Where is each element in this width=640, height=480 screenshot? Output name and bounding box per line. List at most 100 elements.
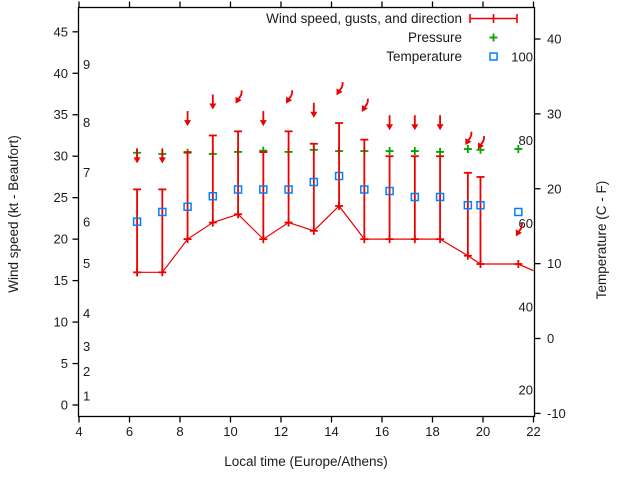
arrow-head xyxy=(235,95,242,104)
arrow-head xyxy=(184,120,192,127)
beaufort-scale-labels: 1 2 3 4 5 6 7 8 9 xyxy=(83,57,90,404)
arrow-head xyxy=(361,105,368,112)
wind-direction-arrow xyxy=(133,148,141,164)
legend-entry-temperature: Temperature xyxy=(386,49,498,64)
temperature-point xyxy=(132,217,142,226)
wind-direction-arrow xyxy=(158,148,166,164)
wind-direction-arrow xyxy=(411,115,419,131)
pressure-scale-label: 80 xyxy=(519,133,533,148)
wind-direction-arrow xyxy=(386,115,394,131)
wind-direction-arrow xyxy=(465,131,473,146)
legend: Wind speed, gusts, and direction Pressure… xyxy=(266,11,518,64)
arrow-head xyxy=(336,87,343,96)
temp-tick-label: -10 xyxy=(547,406,566,421)
legend-label: Wind speed, gusts, and direction xyxy=(266,11,462,26)
wind-tick-label: 45 xyxy=(54,24,68,39)
wind-direction-arrow xyxy=(259,111,267,127)
arrow-head xyxy=(411,124,419,131)
wind-direction-arrow xyxy=(336,81,344,96)
temperature-point xyxy=(435,192,445,202)
arrow-head xyxy=(158,157,166,164)
arrow-head xyxy=(133,157,141,164)
temperature-point xyxy=(183,202,192,211)
temperature-point xyxy=(410,192,420,202)
temperature-point xyxy=(385,186,394,196)
wind-series xyxy=(133,122,534,277)
wind-direction-arrow xyxy=(235,90,243,104)
arrow-head xyxy=(235,96,242,104)
arrow-head xyxy=(436,124,444,131)
x-tick-label: 18 xyxy=(425,424,439,439)
right-axis-ticks: -10 0 10 20 30 40 xyxy=(534,32,566,421)
x-axis-title: Local time (Europe/Athens) xyxy=(224,454,388,469)
wind-direction-arrow xyxy=(286,90,294,104)
arrow-head xyxy=(477,141,485,150)
legend-square-sample xyxy=(489,52,498,61)
arrow-head xyxy=(386,124,394,131)
temperature-point xyxy=(208,191,218,201)
x-tick-label: 10 xyxy=(223,424,237,439)
wind-tick-label: 0 xyxy=(61,398,68,413)
temperature-point xyxy=(259,185,268,194)
right-axis-title: Temperature (C - F) xyxy=(594,181,609,300)
beaufort-label: 6 xyxy=(83,215,90,230)
pressure-scale-label: 20 xyxy=(519,383,533,398)
x-tick-label: 4 xyxy=(75,424,82,439)
temp-tick-label: 30 xyxy=(547,106,561,121)
left-axis-title: Wind speed (kt - Beaufort) xyxy=(6,135,21,293)
arrow-head xyxy=(209,103,217,110)
temp-tick-label: 0 xyxy=(547,331,554,346)
x-tick-label: 22 xyxy=(526,424,540,439)
arrow-head xyxy=(286,95,293,104)
x-tick-label: 16 xyxy=(375,424,389,439)
beaufort-label: 5 xyxy=(83,256,90,271)
temperature-point xyxy=(158,207,167,217)
temperature-point xyxy=(284,185,293,194)
temperature-point xyxy=(360,185,369,194)
legend-entry-pressure: Pressure xyxy=(408,30,498,45)
beaufort-label: 1 xyxy=(83,389,90,404)
wind-direction-arrow xyxy=(310,102,318,118)
beaufort-label: 4 xyxy=(83,306,90,321)
wind-tick-label: 30 xyxy=(54,149,68,164)
pressure-scale-label: 40 xyxy=(519,299,533,314)
beaufort-label: 3 xyxy=(83,339,90,354)
legend-label: Pressure xyxy=(408,30,462,45)
wind-direction-arrow xyxy=(477,135,485,150)
x-tick-label: 12 xyxy=(274,424,288,439)
wind-tick-label: 20 xyxy=(54,232,68,247)
temperature-point xyxy=(514,207,523,217)
wind-direction-arrow xyxy=(436,115,444,131)
wind-direction-arrows xyxy=(133,81,523,237)
beaufort-label: 9 xyxy=(83,57,90,72)
arrow-head xyxy=(286,96,293,104)
temperature-point xyxy=(463,200,473,210)
legend-label: Temperature xyxy=(386,49,462,64)
temperature-point xyxy=(233,185,243,194)
x-tick-label: 6 xyxy=(126,424,133,439)
legend-entry-wind: Wind speed, gusts, and direction xyxy=(266,11,518,26)
temperature-point xyxy=(309,177,319,187)
x-tick-label: 8 xyxy=(176,424,183,439)
pressure-scale-label: 100 xyxy=(511,50,533,65)
temp-tick-label: 10 xyxy=(547,256,561,271)
arrow-head xyxy=(336,88,343,96)
arrow-head xyxy=(361,103,368,112)
wind-tick-label: 35 xyxy=(54,107,68,122)
wind-direction-arrow xyxy=(209,94,217,110)
wind-direction-arrow xyxy=(184,111,192,127)
x-tick-label: 20 xyxy=(476,424,490,439)
temp-tick-label: 40 xyxy=(547,32,561,47)
plot-border xyxy=(77,6,536,418)
arrow-head xyxy=(515,228,522,237)
wind-tick-label: 15 xyxy=(54,273,68,288)
arrow-head xyxy=(477,142,485,150)
temperature-point xyxy=(476,200,485,210)
x-axis-ticks: 4 6 8 10 12 14 16 18 20 22 xyxy=(75,1,541,439)
arrow-head xyxy=(465,137,472,146)
arrow-head xyxy=(310,111,318,118)
wind-tick-label: 40 xyxy=(54,66,68,81)
arrow-head xyxy=(259,120,267,127)
